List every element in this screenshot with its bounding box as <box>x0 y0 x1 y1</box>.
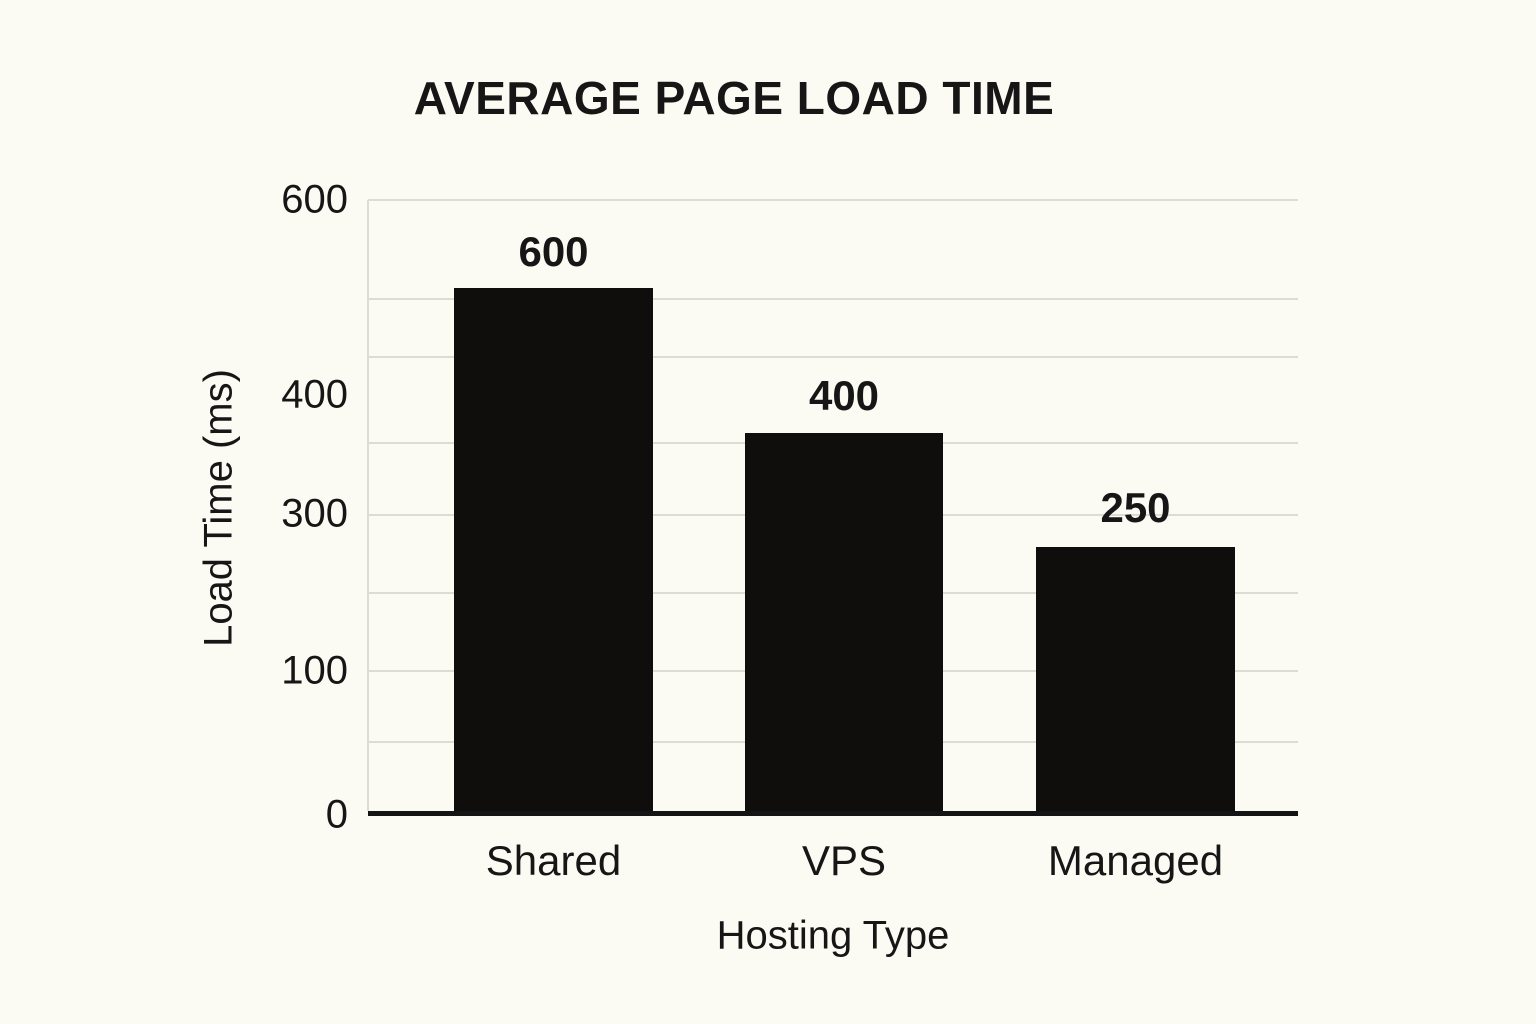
gridline <box>368 298 1298 300</box>
gridline <box>368 356 1298 358</box>
gridline <box>368 199 1298 201</box>
y-tick-label: 300 <box>281 491 348 536</box>
bar-shared <box>454 288 653 811</box>
category-label-vps: VPS <box>801 837 887 884</box>
bar-vps <box>745 433 943 811</box>
bar-value-label: 250 <box>1100 484 1171 531</box>
category-label-managed: Managed <box>1047 837 1224 884</box>
y-tick-label: 0 <box>325 792 348 837</box>
bar-value-label: 400 <box>808 372 880 419</box>
bar-managed <box>1036 547 1235 811</box>
chart-title: AVERAGE PAGE LOAD TIME <box>413 72 1055 124</box>
x-axis-label: Hosting Type <box>716 913 950 958</box>
y-tick-label: 600 <box>281 177 348 222</box>
bar-value-label: 600 <box>518 228 589 275</box>
x-axis-line <box>368 811 1298 816</box>
y-tick-label: 400 <box>281 372 348 417</box>
category-label-shared: Shared <box>485 837 622 884</box>
y-tick-label: 100 <box>281 648 348 693</box>
y-axis-line <box>367 200 369 811</box>
y-axis-label: Load Time (ms) <box>196 369 241 647</box>
